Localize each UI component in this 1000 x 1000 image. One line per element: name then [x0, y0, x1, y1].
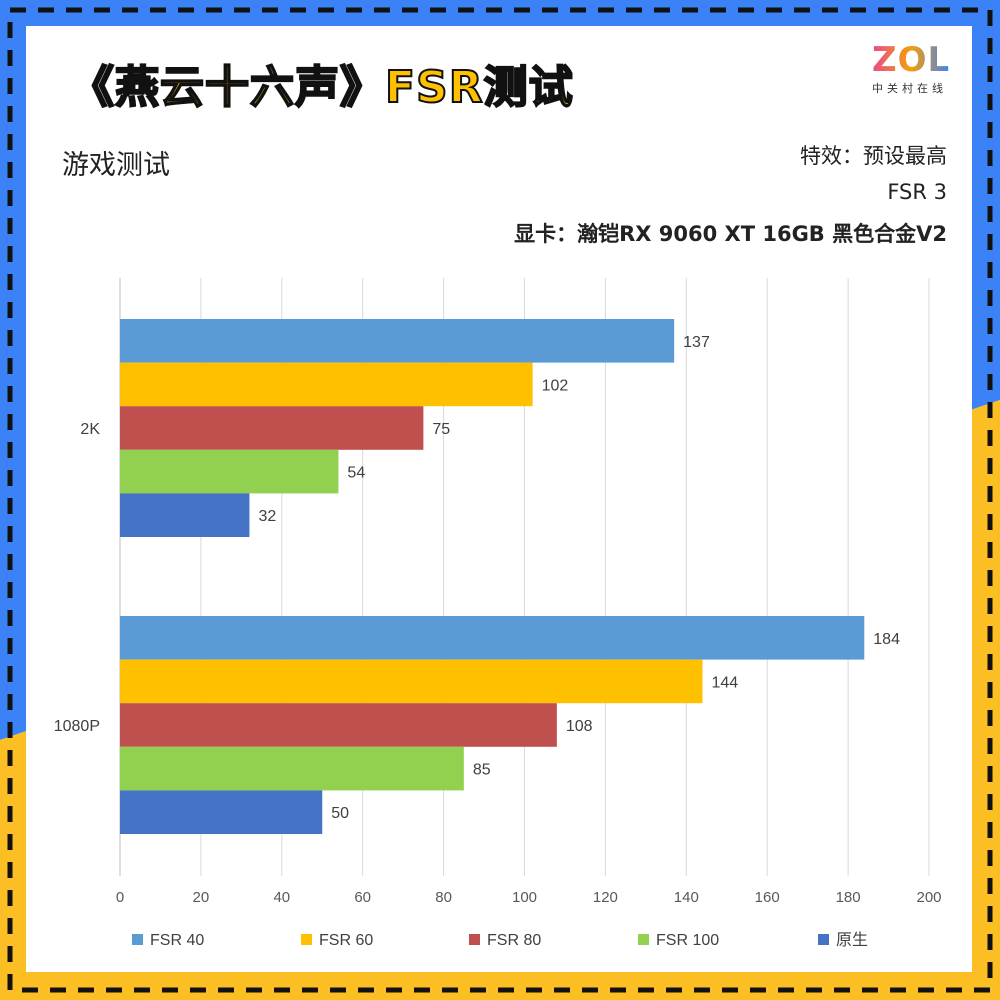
bar: [120, 319, 675, 363]
bar: [120, 659, 703, 704]
legend-swatch: [132, 934, 143, 945]
bar: [120, 362, 533, 407]
x-tick-label: 0: [116, 889, 124, 906]
bar: [120, 493, 250, 537]
x-tick-label: 160: [755, 889, 780, 906]
frame-dashed-border: [7, 7, 993, 993]
data-label: 50: [331, 805, 349, 822]
data-label: 85: [473, 762, 491, 779]
page-title: 《燕云十六声》FSR测试: [69, 61, 574, 114]
bar: [120, 406, 424, 450]
fsr-version-info: FSR 3: [887, 180, 947, 204]
legend-label: 原生: [836, 931, 868, 949]
legend-label: FSR 100: [656, 932, 719, 949]
x-tick-label: 200: [916, 889, 941, 906]
x-tick-label: 120: [593, 889, 618, 906]
data-label: 75: [432, 421, 450, 438]
zol-logo: ZOL 中关村在线: [872, 42, 962, 96]
bar: [120, 703, 557, 747]
data-label: 144: [711, 674, 738, 691]
x-tick-label: 40: [273, 889, 290, 906]
x-tick-label: 180: [836, 889, 861, 906]
bar: [120, 790, 323, 834]
legend-label: FSR 40: [150, 932, 204, 949]
category-label: 1080P: [54, 718, 100, 735]
legend-swatch: [818, 934, 829, 945]
logo-text: ZOL: [872, 42, 962, 78]
x-tick-label: 100: [512, 889, 537, 906]
data-label: 137: [683, 334, 710, 351]
chart-subtitle: 游戏测试: [62, 150, 170, 181]
logo-subtitle: 中关村在线: [872, 82, 947, 95]
bar: [120, 449, 339, 494]
data-label: 108: [566, 718, 593, 735]
category-label: 2K: [80, 421, 100, 438]
legend-label: FSR 80: [487, 932, 541, 949]
x-tick-label: 140: [674, 889, 699, 906]
legend-swatch: [469, 934, 480, 945]
x-tick-label: 80: [435, 889, 452, 906]
logo-text-value: ZOL: [872, 40, 951, 80]
legend-swatch: [301, 934, 312, 945]
data-label: 54: [347, 465, 365, 482]
x-tick-label: 60: [354, 889, 371, 906]
data-label: 184: [873, 631, 900, 648]
bar: [120, 746, 464, 791]
bar: [120, 616, 865, 660]
settings-info: 特效：预设最高: [800, 144, 947, 168]
x-tick-label: 20: [193, 889, 210, 906]
data-label: 32: [258, 508, 276, 525]
gpu-info: 显卡：瀚铠RX 9060 XT 16GB 黑色合金V2: [514, 222, 947, 246]
data-label: 102: [542, 377, 569, 394]
legend-swatch: [638, 934, 649, 945]
legend-label: FSR 60: [319, 932, 373, 949]
